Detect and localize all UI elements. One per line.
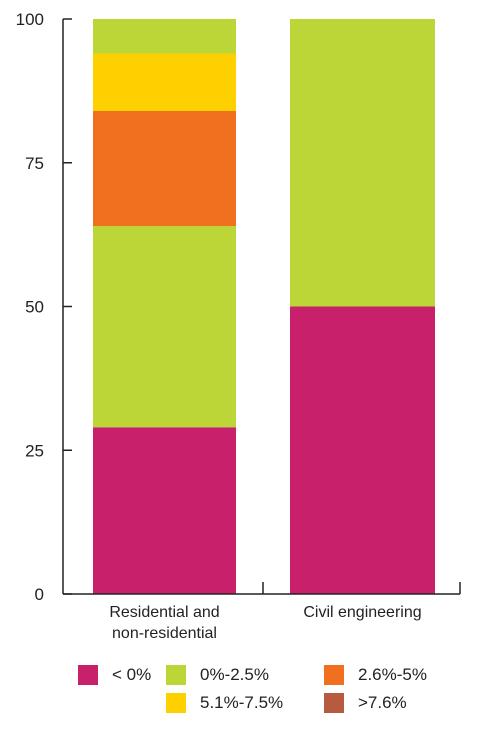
y-tick-label-1: 25 [25, 441, 44, 460]
y-tick-label-0: 0 [35, 585, 44, 604]
category-label-0-1: non-residential [112, 625, 217, 642]
bar-segment-0-1 [93, 226, 236, 428]
y-tick-label-4: 100 [16, 10, 44, 29]
bar-segment-0-0 [93, 427, 236, 594]
bar-segment-0-3 [93, 53, 236, 111]
y-tick-label-3: 75 [25, 154, 44, 173]
category-label-0-0: Residential and [109, 604, 219, 621]
bar-segment-0-2 [93, 111, 236, 226]
bar-segment-1-1 [290, 19, 435, 307]
bar-segment-1-0 [290, 306, 435, 594]
category-label-1-0: Civil engineering [303, 604, 421, 621]
y-tick-label-2: 50 [25, 298, 44, 317]
bar-segment-0-5 [93, 19, 236, 54]
